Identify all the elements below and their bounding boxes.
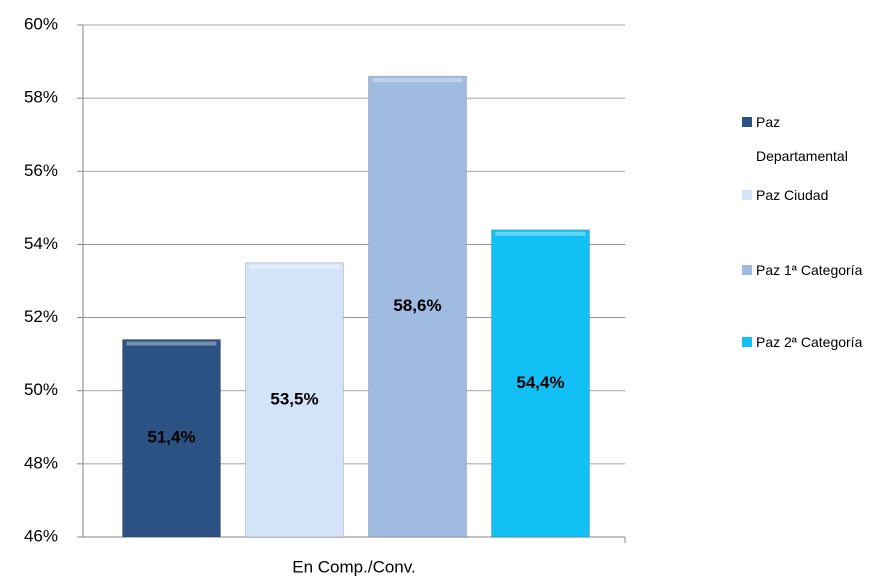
bar xyxy=(122,339,221,538)
y-tick-label: 54% xyxy=(24,234,58,253)
legend-label: Paz Ciudad xyxy=(756,187,829,203)
legend-label: Paz 2ª Categoría xyxy=(756,334,863,350)
y-tick-label: 56% xyxy=(24,161,58,180)
value-label: 58,6% xyxy=(393,296,441,315)
y-tick-label: 60% xyxy=(24,14,58,33)
value-label: 54,4% xyxy=(516,373,564,392)
y-tick-label: 48% xyxy=(24,453,58,472)
bar-shine xyxy=(372,78,463,83)
legend-item: Paz 2ª Categoría xyxy=(742,325,872,359)
legend-swatch xyxy=(742,265,752,275)
legend-swatch xyxy=(742,117,752,127)
value-label: 53,5% xyxy=(270,389,318,408)
x-tick-label: En Comp./Conv. xyxy=(292,557,415,576)
bar-shine xyxy=(249,264,340,269)
bar xyxy=(245,262,344,538)
y-tick-label: 50% xyxy=(24,380,58,399)
legend-swatch xyxy=(742,190,752,200)
y-tick-label: 58% xyxy=(24,88,58,107)
legend-item: Paz Departamental xyxy=(742,105,872,173)
bar-shine xyxy=(495,231,586,236)
bar xyxy=(368,75,467,538)
y-tick-label: 46% xyxy=(24,526,58,545)
value-label: 51,4% xyxy=(147,428,195,447)
legend-label: Paz Departamental xyxy=(756,114,848,164)
y-tick-label: 52% xyxy=(24,307,58,326)
legend-swatch xyxy=(742,337,752,347)
bar-shine xyxy=(126,341,217,346)
legend-item: Paz Ciudad xyxy=(742,178,872,212)
legend-item: Paz 1ª Categoría xyxy=(742,253,872,287)
bar xyxy=(491,229,590,538)
legend-label: Paz 1ª Categoría xyxy=(756,262,863,278)
